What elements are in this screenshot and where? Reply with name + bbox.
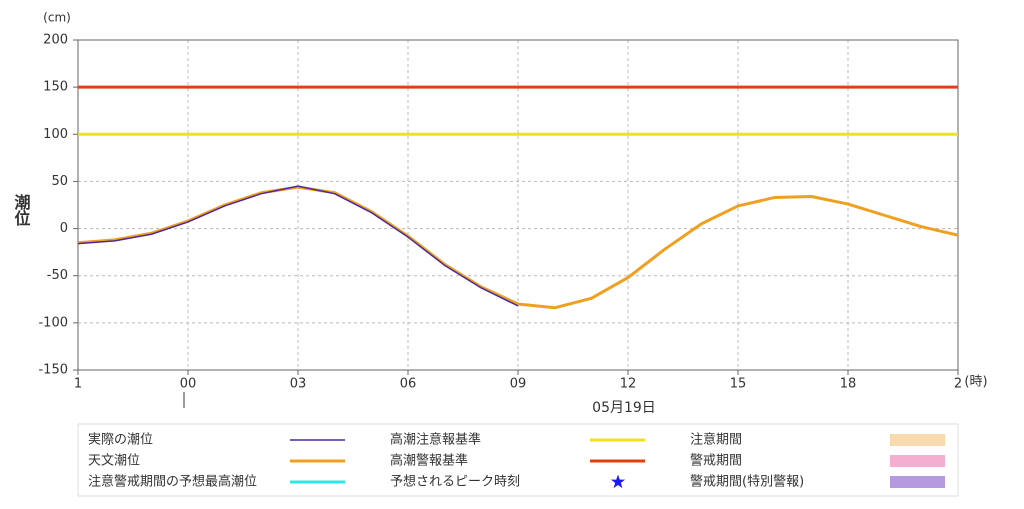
- legend-label: 高潮警報基準: [390, 453, 468, 469]
- plot-frame: [77, 39, 959, 371]
- tide-line: [77, 185, 959, 310]
- legend-swatch: [890, 434, 945, 446]
- x-tick-label: 00: [180, 377, 197, 392]
- y-tick-label: -50: [47, 268, 68, 283]
- y-tick-label: 0: [60, 221, 68, 236]
- y-tick-label: 50: [51, 174, 68, 189]
- x-tick-label: 09: [510, 377, 527, 392]
- x-tick-label: 15: [730, 377, 747, 392]
- legend-label: 実際の潮位: [88, 432, 153, 448]
- legend-swatch: [890, 476, 945, 488]
- x-tick-label: 1: [74, 377, 82, 392]
- legend-label: 注意期間: [690, 432, 742, 448]
- y-unit: (cm): [43, 11, 71, 25]
- x-tick-label: 12: [620, 377, 637, 392]
- legend-label: 天文潮位: [88, 454, 140, 469]
- legend-label: 高潮注意報基準: [390, 432, 481, 448]
- y-label: 潮位: [12, 193, 31, 227]
- legend-label: 予想されるピーク時刻: [390, 474, 520, 490]
- x-tick-label: 03: [290, 377, 307, 392]
- legend-label: 注意警戒期間の予想最高潮位: [88, 474, 257, 490]
- legend-swatch: [890, 455, 945, 467]
- y-tick-label: -150: [38, 363, 68, 378]
- x-tick-label: 06: [400, 377, 417, 392]
- legend-box: [77, 423, 959, 497]
- legend-swatch: [610, 474, 626, 489]
- x-tick-label: 18: [840, 377, 857, 392]
- date-label: 05月19日: [592, 400, 656, 416]
- y-tick-label: 100: [43, 127, 68, 142]
- x-tick-label: 2: [954, 377, 962, 392]
- legend-label: 警戒期間: [690, 453, 742, 469]
- y-tick-label: -100: [38, 315, 68, 330]
- x-unit: (時): [964, 375, 987, 390]
- tide-line: [77, 185, 519, 307]
- y-tick-label: 150: [43, 80, 68, 95]
- legend-label: 警戒期間(特別警報): [690, 474, 804, 490]
- y-tick-label: 200: [43, 33, 68, 48]
